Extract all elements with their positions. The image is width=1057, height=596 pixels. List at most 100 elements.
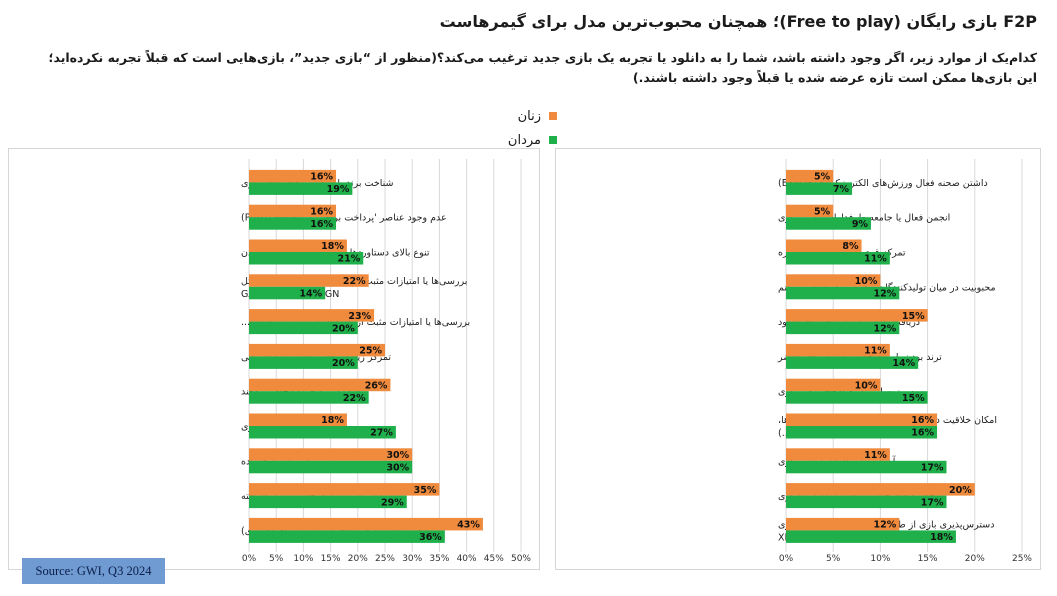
bar-women [249,483,440,496]
x-tick-label: 5% [826,554,841,564]
data-label-women: 35% [414,485,437,496]
bar-men [249,530,445,543]
x-tick-label: 0% [779,554,794,564]
data-label-women: 30% [386,450,409,461]
bar-men [786,321,900,335]
bar-men [249,321,358,335]
bar-women [249,204,337,218]
x-tick-label: 25% [1012,554,1032,564]
legend-item-men: مردان [487,128,557,152]
bar-men [786,182,853,195]
x-tick-label: 0% [242,554,257,564]
bar-men [786,286,900,300]
data-label-women: 10% [855,276,878,287]
data-label-men: 22% [343,393,366,404]
x-tick-label: 15% [321,554,341,564]
data-label-women: 5% [814,172,831,183]
data-label-men: 14% [299,288,322,299]
data-label-women: 18% [321,415,344,426]
data-label-women: 26% [365,380,388,391]
data-label-women: 15% [902,311,925,322]
bar-women [249,448,413,461]
bar-women [786,413,938,426]
bar-men [249,495,407,509]
x-tick-label: 30% [402,554,422,564]
x-tick-label: 10% [293,554,313,564]
bar-men [249,356,358,369]
data-label-women: 23% [348,311,371,322]
data-label-men: 9% [852,219,869,230]
data-label-women: 12% [874,520,897,531]
bar-women [249,309,375,322]
data-label-men: 29% [381,497,404,508]
bar-men [786,356,919,369]
x-tick-label: 15% [918,554,938,564]
x-tick-label: 25% [375,554,395,564]
bar-men [249,182,353,195]
bar-men [249,460,413,474]
x-tick-label: 5% [269,554,284,564]
chart-left: 0% 5% 10% 15% 20% 25% 30% 35% 40% 45% 50%شناخت برن… [241,159,531,564]
chart-legend: زنان مردان [487,104,557,152]
bar-men [249,426,396,439]
data-label-women: 20% [949,485,972,496]
data-label-men: 14% [892,358,915,369]
data-label-men: 17% [921,462,944,473]
bar-men [786,426,938,439]
bar-women [249,169,337,183]
legend-label-men: مردان [507,132,541,148]
x-tick-label: 35% [429,554,449,564]
bar-men [249,252,364,265]
data-label-women: 22% [343,276,366,287]
question-line-1: کدام‌یک از موارد زیر، اگر وجود داشته باش… [48,50,1037,65]
x-tick-label: 20% [348,554,368,564]
data-label-men: 36% [419,532,442,543]
bar-men [786,460,947,474]
bar-men [249,391,369,404]
bar-men [786,252,890,265]
legend-item-women: زنان [487,104,557,128]
data-label-men: 11% [864,254,887,265]
data-label-women: 18% [321,241,344,252]
bar-men [786,217,871,230]
data-label-women: 16% [310,206,333,217]
bar-women [786,274,881,287]
data-label-men: 12% [874,323,897,334]
bar-men [786,530,956,543]
x-tick-label: 50% [511,554,531,564]
data-label-women: 43% [457,520,480,531]
category-label: داشتن صحنه فعال ورزش‌های الکترونیک (ESPO… [778,178,988,189]
x-tick-label: 10% [870,554,890,564]
bar-men [786,391,928,404]
question-line-2: این بازی‌ها ممکن است تازه عرضه شده یا قب… [632,70,1037,85]
bar-women [249,378,391,392]
data-label-men: 20% [332,323,355,334]
legend-label-women: زنان [517,108,541,124]
data-label-men: 18% [930,532,953,543]
category-label: عدم وجود عناصر 'پرداخت برای برد' (PAY-TO… [241,213,447,224]
data-label-men: 16% [911,428,934,439]
bar-women [249,239,347,252]
chart-panel-right: 0% 5% 10% 15% 20% 25% داشتن صحنه فعال ورزش‌های… [555,148,1041,570]
data-label-women: 16% [310,172,333,183]
x-tick-label: 40% [457,554,477,564]
data-label-men: 30% [386,462,409,473]
data-label-men: 12% [874,288,897,299]
data-label-women: 16% [911,415,934,426]
bar-women [786,309,928,322]
data-label-women: 8% [842,241,859,252]
data-label-men: 20% [332,358,355,369]
data-label-men: 7% [833,184,850,195]
x-tick-label: 45% [484,554,504,564]
bar-women [786,343,890,357]
data-label-women: 25% [359,346,382,357]
bar-women [249,274,369,287]
bar-women [786,239,862,252]
bar-women [249,517,483,531]
bar-women [786,483,975,496]
bar-men [786,495,947,509]
data-label-women: 11% [864,450,887,461]
legend-swatch-men [549,136,557,144]
data-label-men: 27% [370,428,393,439]
bar-women [786,517,900,531]
